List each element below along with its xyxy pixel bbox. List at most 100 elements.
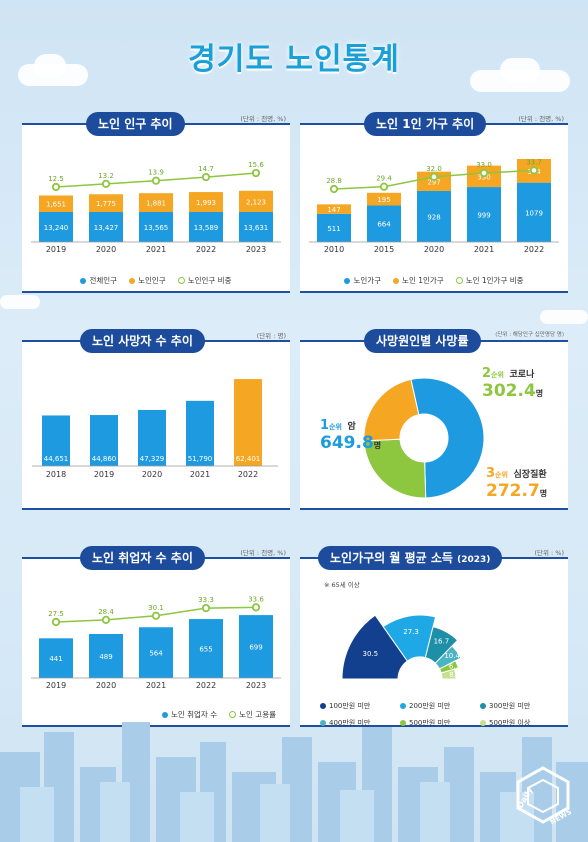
bar xyxy=(39,195,73,212)
cause-annotation-3: 3순위 심장질환 272.7명 xyxy=(486,462,547,501)
elderly-population-chart: 13,240 1,651 2019 13,427 1,775 2020 13,565 1,88… xyxy=(31,161,281,254)
data-label: 47,329 xyxy=(140,455,165,463)
legend-swatch xyxy=(393,277,400,284)
data-label: 1079 xyxy=(525,209,543,217)
x-tick-label: 2023 xyxy=(246,245,266,254)
line-label: 28.8 xyxy=(326,177,342,185)
x-tick-label: 2019 xyxy=(46,681,66,690)
legend-label: 500만원 미만 xyxy=(409,719,451,727)
line-point xyxy=(201,603,211,613)
line-point xyxy=(529,166,539,175)
data-label: 13,589 xyxy=(194,224,219,232)
unit-label: (단위 : 천명, %) xyxy=(518,115,564,123)
line-label: 27.5 xyxy=(48,610,64,618)
cloud-decoration xyxy=(540,310,588,324)
data-label: 44,651 xyxy=(44,455,69,463)
legend-item: 노인가구 xyxy=(344,275,381,286)
legend-item: 노인 취업자 수 xyxy=(161,709,218,720)
chart-legend: 노인가구 노인 1인가구 노인 1인가구 비중 xyxy=(300,275,568,286)
legend-item: 노인 고용률 xyxy=(229,709,276,720)
data-label: 664 xyxy=(377,221,391,229)
legend-label: 100만원 미만 xyxy=(329,702,371,710)
legend-label: 노인가구 xyxy=(353,276,382,285)
slice-label: 8.8 xyxy=(449,671,460,679)
line-label: 29.4 xyxy=(376,175,392,183)
rank-number: 3 xyxy=(486,466,496,481)
data-label: 62,401 xyxy=(236,455,261,463)
bar xyxy=(89,194,123,212)
x-tick-label: 2019 xyxy=(94,470,114,479)
legend-swatch xyxy=(400,703,406,709)
unit-label: (단위 : 천명, %) xyxy=(240,115,286,123)
legend-label: 전체인구 xyxy=(89,276,118,285)
x-tick-label: 2021 xyxy=(474,245,494,254)
data-label: 699 xyxy=(249,644,262,652)
cause-value: 272.7 xyxy=(486,481,540,501)
employed-panel: 노인 취업자 수 추이 (단위 : 천명, %) 441 2019 489 2020 5… xyxy=(22,546,290,727)
rank-number: 2 xyxy=(482,366,492,381)
donut-slice xyxy=(363,438,427,499)
x-tick-label: 2021 xyxy=(146,681,166,690)
legend-item: 300만원 미만 xyxy=(480,701,560,711)
legend-swatch xyxy=(480,720,486,726)
unit-label: (단위 : 명) xyxy=(256,332,286,340)
bar xyxy=(189,192,223,212)
x-tick-label: 2018 xyxy=(46,470,66,479)
employed-chart: 441 2019 489 2020 564 2021 655 2022 699 2023 27.5 2… xyxy=(31,595,281,690)
bar xyxy=(39,638,73,678)
legend-item: 전체인구 xyxy=(80,275,117,286)
legend-label: 노인 취업자 수 xyxy=(170,710,218,719)
data-label: 999 xyxy=(477,212,490,220)
cause-value: 649.8 xyxy=(320,433,374,453)
line-point xyxy=(101,615,111,624)
cause-name: 코로나 xyxy=(509,370,535,380)
line-label: 33.3 xyxy=(198,596,214,604)
x-tick-label: 2022 xyxy=(196,245,216,254)
data-label: 1,775 xyxy=(96,200,116,208)
panel-title: 노인 1인 가구 추이 xyxy=(364,112,487,136)
data-label: 655 xyxy=(199,646,212,654)
legend-label: 노인인구 xyxy=(138,276,166,285)
x-tick-label: 2015 xyxy=(374,245,394,254)
death-causes-panel: 사망원인별 사망률 (단위 : 해당인구 십만명당 명) 1순위 암 649.8… xyxy=(300,329,568,510)
line-point xyxy=(251,603,261,612)
income-slice xyxy=(341,614,409,680)
income-slice xyxy=(440,668,457,680)
data-label: 564 xyxy=(149,650,163,658)
panel-title: 노인 인구 추이 xyxy=(86,112,185,136)
page-title: 경기도 노인통계 xyxy=(188,42,400,77)
legend-item: 400만원 미만 xyxy=(320,718,400,728)
line-label: 28.4 xyxy=(98,608,114,616)
bar xyxy=(89,212,123,242)
legend-item: 노인 1인가구 비중 xyxy=(455,275,524,286)
legend-swatch xyxy=(480,703,486,709)
x-tick-label: 2023 xyxy=(246,681,266,690)
line-label: 33.7 xyxy=(526,158,542,166)
slice-label: 27.3 xyxy=(403,628,419,636)
legend-swatch xyxy=(177,277,185,284)
x-tick-label: 2010 xyxy=(324,245,344,254)
line-label: 13.2 xyxy=(98,172,114,180)
line-label: 33.0 xyxy=(476,161,492,169)
bar xyxy=(189,619,223,678)
bar xyxy=(467,187,501,242)
legend-swatch xyxy=(320,720,326,726)
chart-legend: 100만원 미만 200만원 미만 300만원 미만 400만원 미만 500만… xyxy=(320,701,560,728)
legend-label: 300만원 미만 xyxy=(489,702,531,710)
single-household-panel: 노인 1인 가구 추이 (단위 : 천명, %) 511 147 2010 664 19… xyxy=(300,112,568,293)
bar xyxy=(417,190,451,242)
bar xyxy=(239,190,273,212)
legend-swatch xyxy=(129,277,136,284)
bar xyxy=(139,193,173,212)
bar xyxy=(317,204,351,214)
cloud-decoration xyxy=(0,295,40,309)
chart-legend: 노인 취업자 수 노인 고용률 xyxy=(22,709,290,720)
panel-title-suffix: (2023) xyxy=(457,555,491,565)
data-label: 147 xyxy=(327,206,340,214)
rank-number: 1 xyxy=(320,418,330,433)
cause-annotation-2: 2순위 코로나 302.4명 xyxy=(482,362,543,401)
rank-suffix: 순위 xyxy=(329,423,342,431)
bar xyxy=(186,400,214,466)
deaths-chart: 44,651 2018 44,860 2019 47,329 2020 51,790 2021… xyxy=(32,379,278,479)
rank-suffix: 순위 xyxy=(495,471,508,479)
